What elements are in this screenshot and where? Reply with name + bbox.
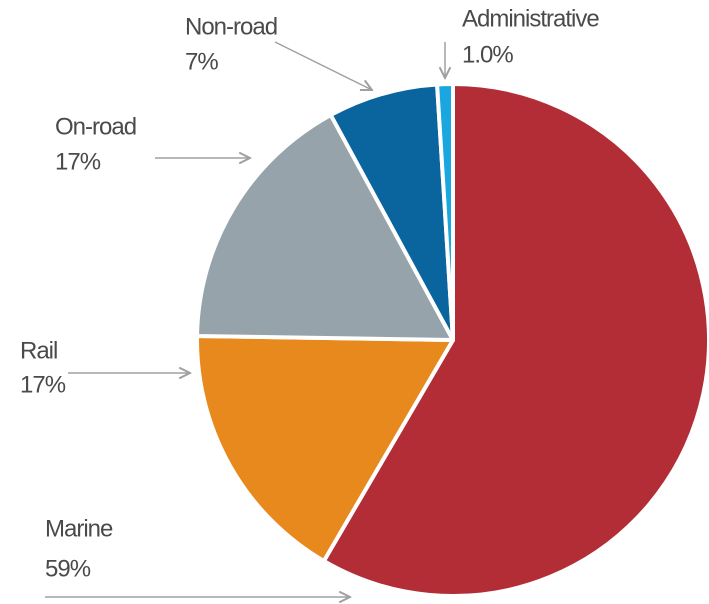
pie-slice [321, 82, 709, 598]
value-label: 7% [185, 48, 218, 75]
value-label: 17% [55, 148, 101, 175]
slice-label: Administrative [462, 5, 599, 32]
slice-label: Marine [45, 515, 113, 542]
value-label: 17% [20, 371, 66, 398]
value-label: 59% [45, 555, 91, 582]
value-label: 1.0% [462, 41, 513, 68]
slice-label: On-road [55, 113, 136, 140]
slice-label: Rail [20, 337, 57, 364]
pie-slice [195, 113, 455, 342]
slice-label: Non-road [185, 13, 277, 40]
pie-slice [195, 334, 455, 564]
pie-slice [435, 82, 455, 342]
arrow [274, 41, 372, 90]
pie-slice [328, 82, 455, 342]
